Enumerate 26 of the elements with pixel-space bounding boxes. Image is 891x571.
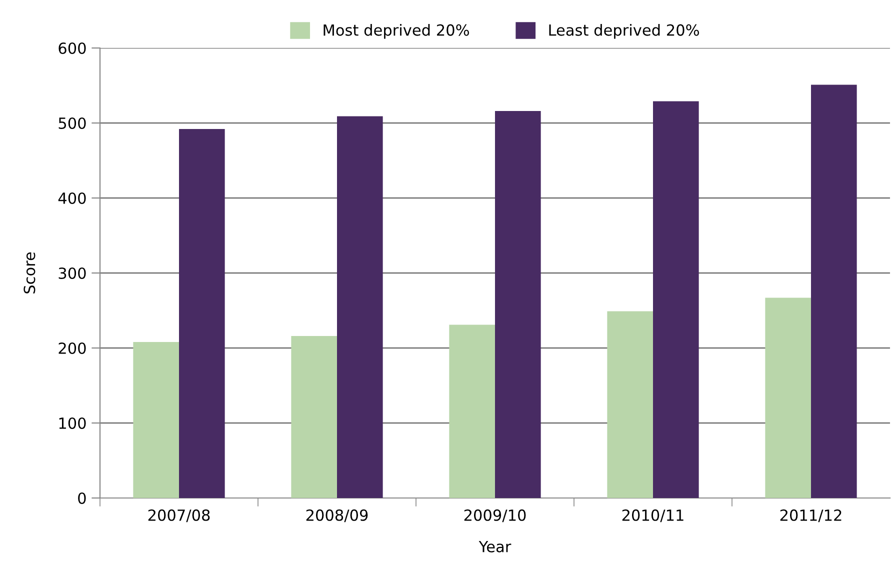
y-tick-label: 100 xyxy=(59,417,86,430)
x-tick-label: 2009/10 xyxy=(464,509,526,522)
y-tick-label: 600 xyxy=(58,42,86,54)
x-tick-label: 2011/12 xyxy=(780,509,842,522)
x-tick-label: 2007/08 xyxy=(148,509,210,522)
bar xyxy=(449,324,495,498)
y-axis-title: Score xyxy=(24,252,36,294)
bar xyxy=(811,84,857,498)
bar xyxy=(337,116,383,498)
bar xyxy=(495,111,541,498)
x-tick-label: 2008/09 xyxy=(306,509,368,522)
y-tick-label: 300 xyxy=(58,267,86,280)
bar xyxy=(291,336,337,498)
y-tick-label: 0 xyxy=(78,492,86,504)
bar xyxy=(765,298,811,498)
y-tick-label: 500 xyxy=(58,117,86,130)
bar xyxy=(179,129,225,498)
bar xyxy=(133,342,179,498)
y-tick-label: 400 xyxy=(58,192,86,204)
legend-label: Least deprived 20% xyxy=(549,24,700,39)
x-axis-title: Year xyxy=(478,541,512,552)
x-tick-label: 2010/11 xyxy=(622,509,684,522)
y-tick-label: 200 xyxy=(58,342,86,354)
bar xyxy=(607,311,653,498)
legend-label: Most deprived 20% xyxy=(324,24,469,39)
bar xyxy=(653,101,699,498)
